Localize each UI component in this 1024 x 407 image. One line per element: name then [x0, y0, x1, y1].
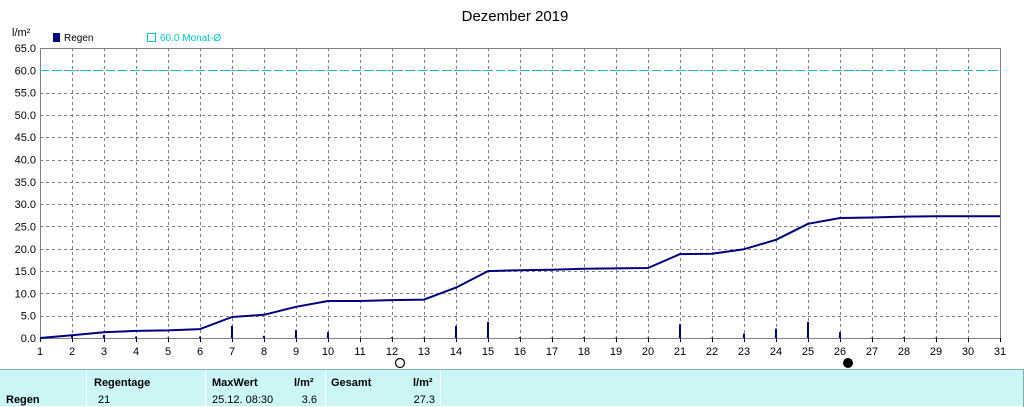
x-tick-label: 22 — [706, 346, 718, 358]
daily-rain-bar — [519, 337, 521, 338]
y-tick-label: 45.0 — [15, 132, 36, 144]
daily-rain-bar — [679, 324, 681, 338]
x-tick-label: 31 — [994, 346, 1006, 358]
y-tick-label: 55.0 — [15, 88, 36, 100]
y-tick-label: 20.0 — [15, 244, 36, 256]
x-tick-label: 27 — [866, 346, 878, 358]
x-tick-label: 11 — [354, 346, 365, 358]
y-tick-label: 50.0 — [15, 110, 36, 122]
y-tick-label: 0.0 — [21, 333, 36, 345]
x-tick-label: 16 — [514, 346, 526, 358]
gesamt-header: Gesamt — [331, 377, 371, 389]
daily-rain-bar — [263, 336, 265, 338]
daily-rain-bar — [839, 332, 841, 338]
daily-rain-bar — [455, 326, 457, 338]
x-tick-label: 12 — [386, 346, 398, 358]
x-tick-label: 6 — [197, 346, 203, 358]
x-tick-label: 9 — [293, 346, 299, 358]
legend: Regen 60.0 Monat-Ø — [53, 33, 221, 44]
x-tick-label: 21 — [674, 346, 686, 358]
daily-rain-bar — [135, 337, 137, 338]
y-axis: 0.0 5.0 10.0 15.0 20.0 25.0 30.0 35.0 40.0 45.0 50… — [15, 43, 36, 345]
x-tick-label: 4 — [133, 346, 139, 358]
new-moon-icon — [844, 359, 853, 368]
daily-rain-bar — [583, 337, 585, 338]
legend-rain-swatch — [53, 33, 60, 42]
x-tick-label: 29 — [930, 346, 942, 358]
x-tick-label: 10 — [322, 346, 334, 358]
x-tick-label: 28 — [898, 346, 910, 358]
y-tick-label: 10.0 — [15, 288, 36, 300]
daily-rain-bar — [295, 330, 297, 338]
daily-rain-bar — [327, 332, 329, 338]
full-moon-icon — [396, 359, 405, 368]
x-tick-label: 15 — [482, 346, 494, 358]
x-tick-label: 23 — [738, 346, 750, 358]
stats-panel: Regen Regentage 21 MaxWert l/m² 25.12. 0… — [0, 369, 1024, 406]
x-tick-label: 14 — [450, 346, 462, 358]
daily-rain-bar — [103, 335, 105, 338]
x-tick-label: 18 — [578, 346, 590, 358]
maxwert-value: 3.6 — [280, 394, 317, 406]
maxwert-header: MaxWert — [212, 377, 258, 389]
chart-title: Dezember 2019 — [462, 8, 569, 25]
daily-rain-bar — [807, 322, 809, 338]
x-tick-label: 3 — [101, 346, 107, 358]
daily-rain-bar — [199, 337, 201, 338]
regentage-header: Regentage — [94, 377, 150, 389]
x-tick-label: 24 — [770, 346, 782, 358]
maxwert-unit: l/m² — [294, 377, 314, 389]
y-tick-label: 60.0 — [15, 65, 36, 77]
x-tick-label: 20 — [642, 346, 654, 358]
daily-rain-bar — [903, 337, 905, 338]
y-tick-label: 35.0 — [15, 177, 36, 189]
stats-row-label: Regen — [6, 394, 40, 406]
x-tick-label: 26 — [834, 346, 846, 358]
daily-rain-bar — [231, 326, 233, 338]
x-tick-label: 7 — [229, 346, 235, 358]
daily-rain-bar — [743, 334, 745, 338]
x-tick-label: 13 — [418, 346, 430, 358]
gesamt-value: 27.3 — [390, 394, 435, 406]
x-tick-label: 2 — [69, 346, 75, 358]
legend-mean-swatch — [148, 34, 156, 42]
y-tick-label: 25.0 — [15, 221, 36, 233]
daily-rain-bar — [391, 337, 393, 338]
x-tick-label: 19 — [610, 346, 622, 358]
gesamt-unit: l/m² — [413, 377, 433, 389]
x-tick-label: 17 — [546, 346, 558, 358]
maxwert-date: 25.12. 08:30 — [212, 394, 273, 406]
y-tick-label: 15.0 — [15, 266, 36, 278]
x-tick-label: 1 — [37, 346, 43, 358]
legend-rain-label: Regen — [64, 33, 93, 44]
x-tick-label: 30 — [962, 346, 974, 358]
x-tick-label: 5 — [165, 346, 171, 358]
rain-chart: Dezember 2019 l/m² Regen 60.0 Monat-Ø 0.… — [0, 0, 1024, 369]
daily-rain-bar — [775, 329, 777, 338]
legend-mean-label: 60.0 Monat-Ø — [160, 33, 221, 44]
daily-rain-bar — [487, 322, 489, 338]
y-tick-label: 65.0 — [15, 43, 36, 55]
x-tick-label: 25 — [802, 346, 814, 358]
x-tick-label: 8 — [261, 346, 267, 358]
regentage-value: 21 — [98, 394, 110, 406]
y-tick-label: 5.0 — [21, 311, 36, 323]
y-tick-label: 40.0 — [15, 155, 36, 167]
y-axis-unit: l/m² — [12, 27, 31, 39]
y-tick-label: 30.0 — [15, 199, 36, 211]
